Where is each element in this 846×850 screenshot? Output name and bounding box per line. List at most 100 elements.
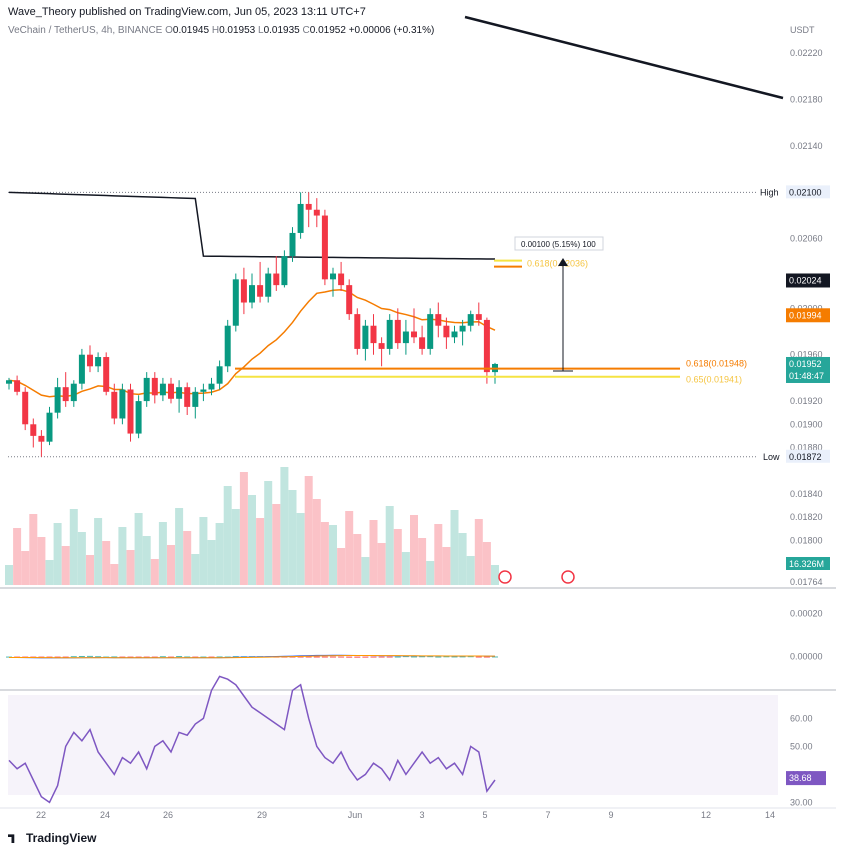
candle-body: [354, 314, 361, 349]
macd-histogram-bar: [208, 656, 215, 658]
candle-body: [46, 412, 53, 442]
macd-y-tick-label: 0.00020: [790, 609, 823, 619]
close-label: C: [302, 25, 310, 36]
candle-body: [378, 343, 385, 349]
low-value: 0.01872: [789, 452, 822, 462]
x-tick-label: 7: [545, 810, 550, 820]
volume-bar: [296, 513, 305, 585]
footer-brand-text: TradingView: [26, 831, 97, 845]
macd-histogram-bar: [159, 656, 166, 658]
volume-bar: [361, 557, 370, 585]
volume-bar: [61, 546, 70, 585]
volume-bar: [345, 511, 354, 585]
volume-bar: [320, 522, 329, 585]
symbol-name: VeChain / TetherUS, 4h, BINANCE: [8, 25, 163, 36]
candle-body: [435, 314, 442, 326]
macd-histogram-bar: [6, 656, 12, 658]
macd-histogram-bar: [305, 656, 312, 658]
candle-body: [200, 389, 207, 392]
macd-histogram-bar: [451, 656, 458, 658]
y-tick-label: 0.01840: [790, 489, 823, 499]
volume-bar: [288, 490, 297, 585]
candle-body: [273, 273, 280, 286]
x-tick-label: 12: [701, 810, 711, 820]
x-tick-label: 3: [419, 810, 424, 820]
volume-bar: [223, 486, 232, 585]
volume-bar: [442, 547, 451, 585]
rsi-line: [8, 675, 496, 804]
volume-bar: [466, 556, 475, 585]
symbol-info: VeChain / TetherUS, 4h, BINANCE O0.01945…: [8, 25, 434, 36]
y-tick-label: 0.02140: [790, 141, 823, 151]
macd-histogram-bar: [200, 656, 207, 658]
rsi-y-tick-label: 60.00: [790, 713, 813, 723]
macd-histogram-bar: [95, 656, 102, 658]
macd-histogram-bar: [459, 656, 466, 658]
volume-bar: [434, 524, 443, 585]
y-tick-label: 0.01764: [790, 577, 823, 587]
y-tick-label: 0.01960: [790, 350, 823, 360]
volume-bar: [239, 472, 248, 585]
volume-bar: [329, 525, 337, 585]
candle-body: [240, 279, 247, 303]
macd-histogram-bar: [70, 656, 77, 658]
volume-bar: [482, 542, 491, 585]
volume-bar: [110, 564, 119, 585]
volume-bar: [134, 513, 143, 585]
volume-bar: [280, 467, 289, 585]
volume-value: 16.326M: [789, 559, 824, 569]
macd-histogram-bar: [483, 656, 490, 658]
candle-body: [394, 319, 401, 344]
volume-bar: [45, 560, 54, 585]
open-label: O: [165, 25, 173, 36]
trend-line: [464, 15, 784, 100]
candle-body: [224, 325, 231, 367]
y-tick-label: 0.01900: [790, 419, 823, 429]
y-tick-label: 0.02060: [790, 234, 823, 244]
candle-body: [143, 377, 150, 402]
macd-histogram-bar: [119, 656, 126, 658]
candle-body: [127, 389, 134, 434]
candle-body: [297, 203, 304, 233]
y-tick-label: 0.02180: [790, 95, 823, 105]
candle-body: [70, 383, 77, 402]
macd-histogram-bar: [46, 656, 53, 658]
volume-bar: [410, 515, 418, 585]
macd-histogram-bar: [232, 656, 239, 658]
volume-bar: [207, 540, 216, 585]
volume-bar: [272, 504, 281, 585]
candle-body: [159, 383, 166, 396]
event-flag-icon: [561, 570, 575, 584]
candle-body: [168, 383, 174, 399]
candle-body: [427, 314, 434, 349]
currency-label: USDT: [790, 25, 815, 35]
volume-bar: [450, 510, 459, 585]
rsi-y-tick-label: 50.00: [790, 741, 813, 751]
x-tick-label: Jun: [348, 810, 363, 820]
candle-body: [467, 314, 474, 326]
volume-bar: [256, 518, 265, 585]
candle-body: [386, 319, 393, 349]
volume-bar: [377, 543, 386, 585]
macd-histogram-bar: [402, 656, 409, 658]
volume-bar: [142, 536, 151, 585]
candle-body: [103, 357, 110, 392]
change-value: +0.00006 (+0.31%): [348, 25, 435, 36]
volume-bar: [458, 533, 467, 585]
candle-body: [232, 279, 239, 326]
rsi-band: [8, 695, 778, 795]
volume-bar: [304, 476, 313, 585]
y-tick-label: 0.02220: [790, 48, 823, 58]
macd-histogram-bar: [151, 656, 158, 658]
candle-body: [451, 331, 458, 338]
event-flag-icon: [498, 570, 512, 584]
macd-histogram-bar: [143, 656, 150, 658]
macd-histogram-bar: [313, 656, 320, 658]
ema-long-line: [8, 191, 496, 260]
volume-bar: [126, 550, 135, 585]
macd-histogram-bar: [192, 656, 199, 658]
volume-bar: [264, 481, 273, 585]
fib-label: 0.65(0.01941): [686, 375, 742, 385]
macd-histogram-bar: [184, 656, 191, 658]
